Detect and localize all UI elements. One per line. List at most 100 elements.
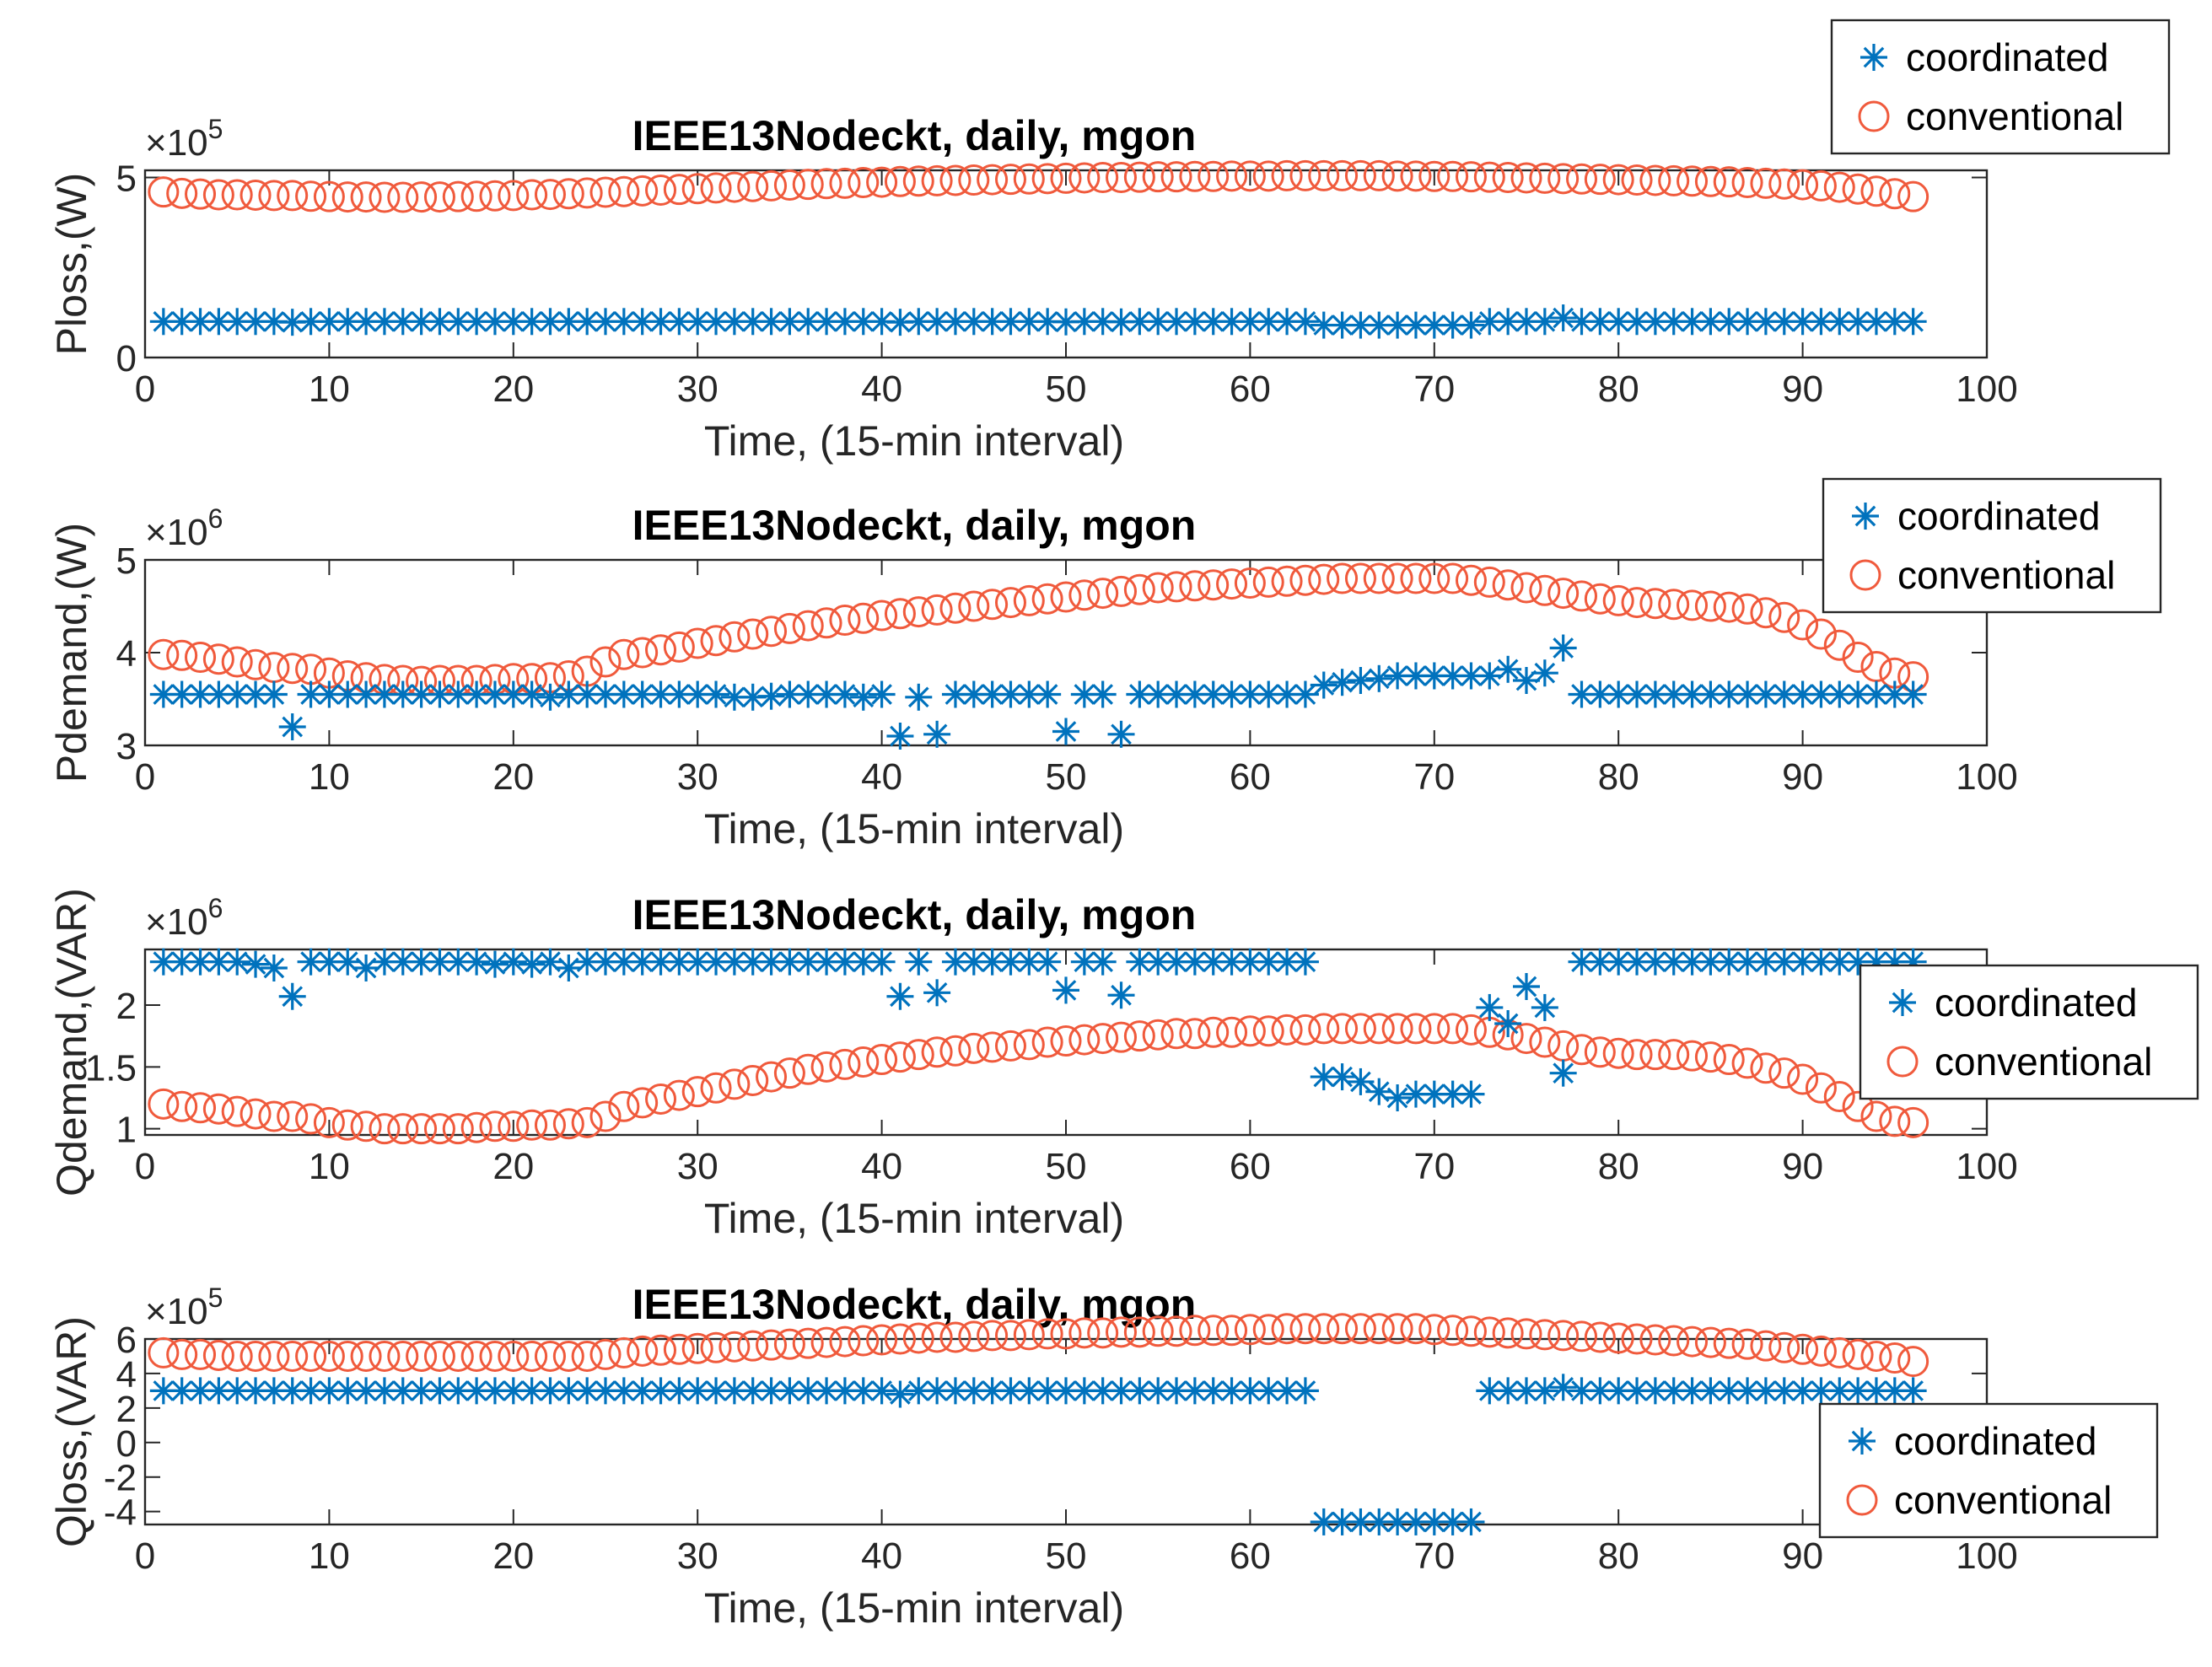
data-point-coordinated: [831, 308, 858, 336]
data-point-coordinated: [1052, 718, 1079, 745]
data-point-conventional: [756, 616, 788, 648]
data-point-conventional: [1123, 1020, 1155, 1052]
data-point-conventional: [645, 1083, 677, 1115]
data-point-conventional: [1750, 597, 1782, 629]
data-point-coordinated: [1384, 1084, 1412, 1111]
data-point-coordinated: [1070, 680, 1098, 708]
data-point-conventional: [756, 1061, 788, 1093]
x-tick-label: 0: [135, 1535, 155, 1577]
data-point-conventional: [1344, 1013, 1376, 1045]
data-point-conventional: [1658, 164, 1690, 196]
data-point-conventional: [1252, 1015, 1284, 1047]
data-point-conventional: [552, 1108, 584, 1140]
data-point-conventional: [1179, 160, 1211, 192]
data-point-conventional: [589, 176, 622, 208]
data-point-coordinated: [205, 680, 233, 708]
data-point-conventional: [1694, 590, 1726, 622]
data-point-conventional: [1160, 1018, 1192, 1050]
y-tick-label: 6: [116, 1320, 137, 1361]
data-point-coordinated: [1107, 720, 1135, 748]
data-point-coordinated: [1420, 1080, 1448, 1108]
data-point-coordinated: [923, 1377, 951, 1405]
data-point-conventional: [939, 592, 971, 624]
data-point-conventional: [1381, 1013, 1413, 1045]
data-point-conventional: [1400, 562, 1432, 594]
data-point-conventional: [1160, 1315, 1192, 1347]
data-point-conventional: [681, 1076, 713, 1108]
x-tick-label: 30: [677, 756, 718, 798]
data-point-conventional: [1418, 1013, 1450, 1045]
data-point-conventional: [258, 1100, 290, 1132]
data-point-conventional: [921, 1036, 953, 1068]
data-point-conventional: [387, 181, 419, 213]
data-point-conventional: [681, 627, 713, 659]
y-tick-label: 5: [116, 159, 137, 200]
data-point-conventional: [1381, 160, 1413, 192]
data-point-coordinated: [1347, 1067, 1375, 1095]
data-point-coordinated: [592, 680, 619, 708]
data-point-conventional: [589, 1100, 622, 1132]
data-point-conventional: [442, 1340, 474, 1372]
data-point-conventional: [645, 1334, 677, 1366]
data-point-conventional: [534, 1340, 566, 1372]
data-point-conventional: [1437, 160, 1469, 192]
data-point-conventional: [185, 642, 217, 673]
y-tick-label: -2: [104, 1458, 137, 1499]
data-point-conventional: [1013, 584, 1045, 616]
data-point-conventional: [1621, 1039, 1653, 1071]
series-coordinated: [149, 948, 1927, 1111]
data-point-coordinated: [960, 308, 988, 336]
data-point-coordinated: [260, 680, 288, 708]
x-tick-label: 80: [1598, 1535, 1639, 1577]
data-point-conventional: [1529, 1319, 1561, 1351]
data-point-conventional: [1694, 1041, 1726, 1073]
data-point-coordinated: [1365, 311, 1393, 339]
data-point-conventional: [185, 1338, 217, 1370]
data-point-coordinated: [463, 308, 491, 336]
series-conventional: [148, 1313, 1929, 1378]
data-point-conventional: [1547, 1320, 1580, 1352]
y-multiplier: ×106: [145, 893, 223, 943]
data-point-conventional: [498, 1340, 530, 1372]
data-point-conventional: [1879, 1105, 1911, 1137]
data-point-conventional: [1860, 175, 1892, 207]
data-point-conventional: [737, 1064, 769, 1096]
data-point-conventional: [1805, 1072, 1837, 1104]
y-tick-label: 1.5: [85, 1047, 137, 1089]
data-point-coordinated: [978, 308, 1006, 336]
data-point-conventional: [552, 1340, 584, 1372]
data-point-coordinated: [168, 680, 196, 708]
legend-label-conventional: conventional: [1897, 553, 2115, 597]
data-point-conventional: [166, 177, 198, 209]
data-point-conventional: [1050, 1025, 1082, 1057]
data-point-conventional: [1713, 166, 1745, 198]
data-point-conventional: [277, 1100, 309, 1132]
data-point-conventional: [1639, 1324, 1671, 1356]
data-point-coordinated: [389, 1377, 417, 1405]
data-point-conventional: [829, 1048, 861, 1080]
data-point-conventional: [1510, 1023, 1542, 1055]
data-point-coordinated: [1513, 1377, 1540, 1405]
data-point-coordinated: [665, 680, 693, 708]
data-point-conventional: [1271, 1014, 1303, 1046]
data-point-conventional: [277, 653, 309, 685]
data-point-coordinated: [536, 948, 564, 976]
y-tick-label: 1: [116, 1110, 137, 1151]
data-point-conventional: [1087, 162, 1119, 194]
data-point-conventional: [1344, 1313, 1376, 1345]
data-point-coordinated: [1034, 680, 1062, 708]
data-point-coordinated: [278, 713, 306, 740]
data-point-conventional: [1308, 1313, 1340, 1345]
data-point-coordinated: [1549, 1059, 1577, 1087]
data-point-conventional: [1860, 651, 1892, 682]
data-point-conventional: [792, 1053, 824, 1085]
data-point-conventional: [1768, 1057, 1800, 1089]
data-point-conventional: [681, 1332, 713, 1364]
legend-label-conventional: conventional: [1894, 1478, 2112, 1522]
data-point-conventional: [369, 1113, 401, 1145]
data-point-conventional: [1897, 180, 1929, 212]
data-point-conventional: [1050, 162, 1082, 194]
data-point-conventional: [1584, 164, 1616, 196]
x-axis-label: Time, (15-min interval): [704, 1195, 1124, 1242]
data-point-coordinated: [628, 308, 656, 336]
